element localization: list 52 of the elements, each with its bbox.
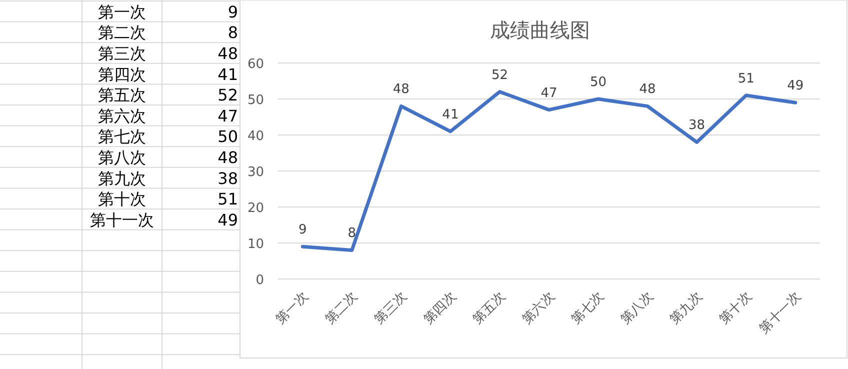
data-label: 52 bbox=[218, 86, 238, 105]
data-label: 48 bbox=[392, 82, 410, 98]
data-label: 41 bbox=[442, 107, 459, 122]
data-label: 47 bbox=[540, 86, 558, 101]
y-tick-label: 30 bbox=[247, 165, 264, 180]
x-tick-label: 第四次 bbox=[421, 289, 460, 328]
category-label: 第三次 bbox=[98, 44, 146, 63]
data-label: 50 bbox=[218, 127, 238, 146]
x-tick-label: 第九次 bbox=[667, 289, 706, 328]
data-label: 48 bbox=[218, 148, 238, 167]
data-label: 38 bbox=[688, 118, 706, 134]
y-tick-label: 60 bbox=[247, 57, 264, 72]
y-tick-label: 40 bbox=[247, 129, 264, 144]
y-tick-label: 10 bbox=[247, 237, 264, 252]
x-tick-label: 第六次 bbox=[520, 289, 558, 328]
category-label: 第十一次 bbox=[90, 210, 154, 230]
data-label: 48 bbox=[639, 82, 656, 98]
data-label: 38 bbox=[218, 168, 238, 188]
category-label: 第九次 bbox=[98, 168, 146, 188]
data-label: 49 bbox=[787, 78, 804, 94]
x-tick-label: 第五次 bbox=[470, 289, 509, 328]
data-label: 51 bbox=[738, 71, 754, 86]
y-tick-label: 20 bbox=[247, 201, 264, 216]
data-label: 52 bbox=[491, 68, 508, 83]
x-tick-label: 第三次 bbox=[372, 289, 410, 328]
x-tick-label: 第十一次 bbox=[756, 289, 804, 337]
category-label: 第八次 bbox=[98, 148, 146, 167]
x-tick-label: 第十次 bbox=[716, 289, 755, 328]
chart-title: 成绩曲线图 bbox=[490, 18, 590, 42]
category-label: 第六次 bbox=[98, 106, 146, 126]
data-label: 8 bbox=[228, 23, 238, 42]
data-label: 49 bbox=[218, 210, 238, 230]
data-label: 50 bbox=[590, 75, 607, 90]
data-label: 8 bbox=[348, 226, 356, 242]
category-label: 第四次 bbox=[98, 64, 146, 84]
x-tick-label: 第八次 bbox=[618, 289, 656, 328]
x-tick-label: 第二次 bbox=[322, 289, 361, 328]
y-tick-label: 50 bbox=[247, 93, 264, 108]
category-label: 第一次 bbox=[98, 2, 146, 22]
category-label: 第七次 bbox=[98, 127, 146, 146]
data-label: 48 bbox=[218, 44, 238, 63]
category-label: 第二次 bbox=[98, 23, 146, 42]
data-label: 9 bbox=[298, 222, 307, 238]
category-label: 第五次 bbox=[98, 86, 146, 105]
x-tick-label: 第七次 bbox=[568, 289, 608, 328]
data-label: 51 bbox=[218, 190, 238, 209]
data-label: 9 bbox=[228, 2, 238, 22]
data-label: 47 bbox=[218, 106, 238, 126]
category-label: 第十次 bbox=[98, 190, 146, 209]
x-tick-label: 第一次 bbox=[273, 289, 312, 328]
data-label: 41 bbox=[218, 64, 238, 84]
y-tick-label: 0 bbox=[256, 273, 264, 288]
